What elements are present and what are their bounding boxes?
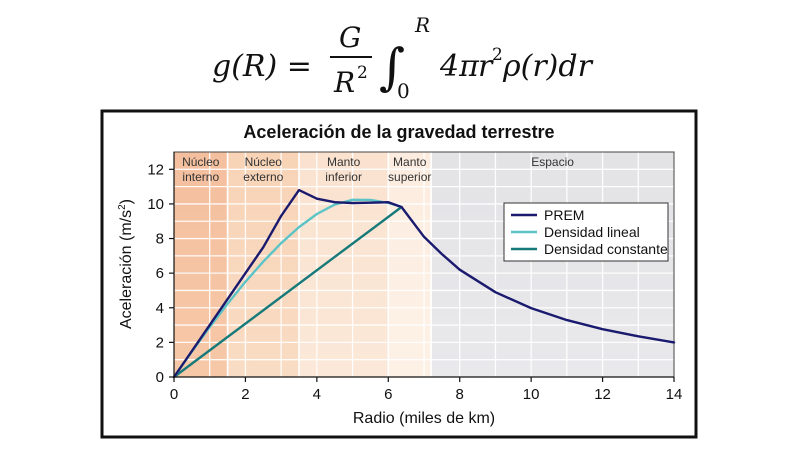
legend-label: Densidad constante	[544, 241, 668, 257]
region-band	[227, 152, 299, 377]
chart-title: Aceleración de la gravedad terrestre	[243, 122, 554, 142]
x-tick-label: 0	[170, 386, 178, 403]
y-tick-label: 2	[156, 334, 164, 351]
formula: g(R) = G R 2 ∫ R 0 4π r 2 ρ(r)dr	[212, 13, 594, 103]
y-tick-label: 0	[156, 369, 164, 386]
x-tick-label: 10	[523, 386, 540, 403]
region-labels: NúcleointernoNúcleoexternoMantoinferiorM…	[182, 155, 574, 184]
region-label: Manto	[327, 155, 361, 169]
y-axis-label-exponent: 2	[117, 204, 128, 210]
x-tick-label: 2	[241, 386, 249, 403]
series-line	[172, 188, 676, 379]
region-label: superior	[388, 170, 431, 184]
formula-integral-sign: ∫	[379, 38, 405, 96]
formula-tail: ρ(r)dr	[502, 49, 594, 84]
region-label: Espacio	[531, 155, 574, 169]
formula-lower-limit: 0	[397, 79, 410, 103]
region-label: Núcleo	[182, 155, 220, 169]
formula-lhs: g(R) =	[212, 49, 312, 84]
region-label: externo	[243, 170, 283, 184]
series-lines	[172, 188, 676, 379]
region-band	[388, 152, 432, 377]
x-tick-label: 12	[594, 386, 611, 403]
legend-label: Densidad lineal	[544, 224, 640, 240]
y-axis-label-close: )	[118, 199, 135, 204]
series-line	[172, 205, 403, 379]
y-tick-label: 10	[147, 196, 164, 213]
region-label: Manto	[393, 155, 427, 169]
axes: 0 2 4 6 8 10 12 14 0 2 4 6 8 10 12	[147, 152, 682, 403]
formula-numerator: G	[339, 21, 361, 54]
formula-coefficient: 4π	[439, 49, 480, 84]
region-band	[431, 152, 674, 377]
formula-denominator: R	[333, 66, 355, 99]
region-bands	[174, 152, 674, 377]
y-tick-label: 8	[156, 231, 164, 248]
region-label: Núcleo	[245, 155, 283, 169]
x-tick-label: 14	[666, 386, 683, 403]
series-line	[172, 198, 403, 379]
formula-denominator-exponent: 2	[357, 63, 368, 83]
y-tick-label: 6	[156, 265, 164, 282]
y-axis-label-text: Aceleración (m/s	[118, 210, 135, 329]
y-tick-label: 12	[147, 161, 164, 178]
y-axis-label: Aceleración (m/s2)	[117, 199, 135, 329]
formula-integrand-exponent: 2	[492, 45, 503, 65]
formula-integrand: r	[478, 49, 494, 84]
x-tick-label: 8	[456, 386, 464, 403]
x-tick-label: 4	[313, 386, 321, 403]
legend-label: PREM	[544, 207, 584, 223]
y-tick-label: 4	[156, 300, 164, 317]
x-tick-label: 6	[384, 386, 392, 403]
formula-upper-limit: R	[414, 13, 430, 37]
region-band	[299, 152, 389, 377]
region-label: interno	[182, 170, 219, 184]
x-axis-label: Radio (miles de km)	[353, 410, 495, 427]
region-label: inferior	[325, 170, 362, 184]
